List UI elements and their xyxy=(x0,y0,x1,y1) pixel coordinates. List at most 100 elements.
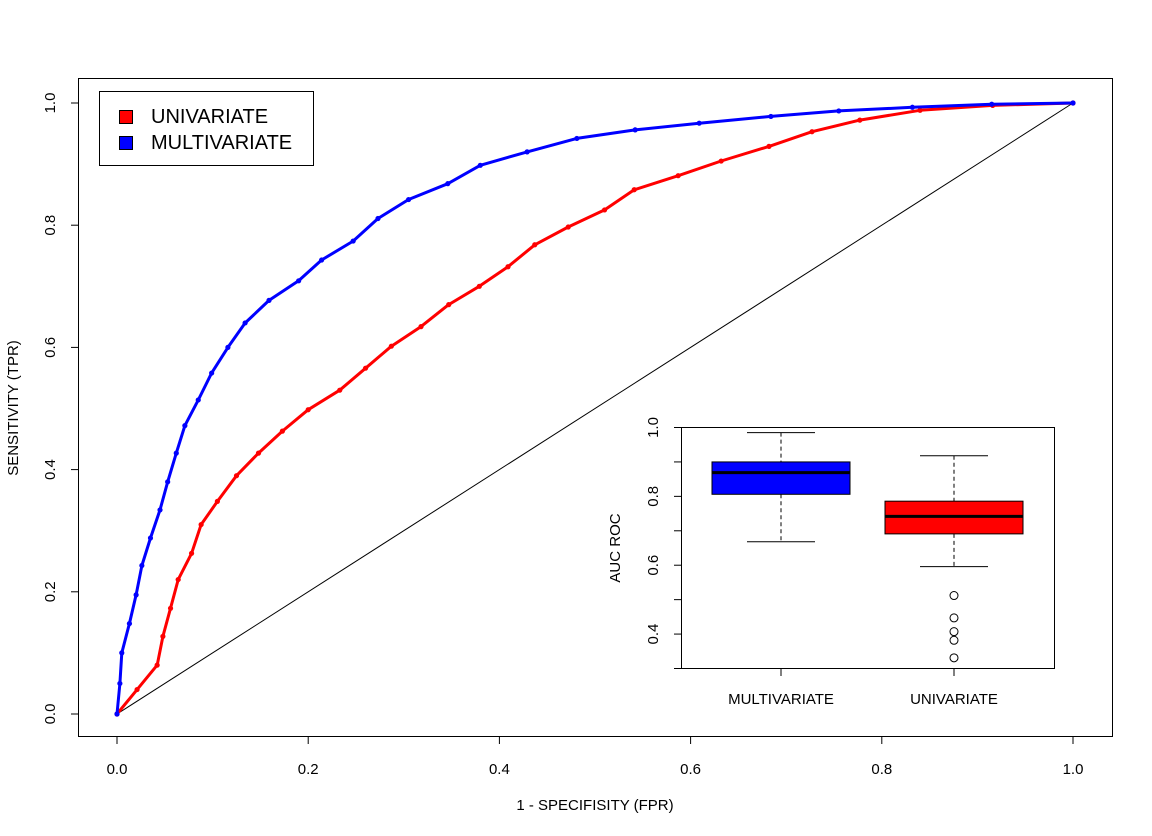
legend-frame xyxy=(99,91,314,166)
x-tick-label: 0.2 xyxy=(298,761,319,778)
main-x-axis: 0.0 0.2 0.4 0.6 0.8 1.0 xyxy=(107,736,1084,778)
inset-plot-frame xyxy=(681,427,1055,669)
roc-point-univariate xyxy=(601,207,608,213)
roc-point-univariate xyxy=(718,158,724,164)
roc-point-multivariate xyxy=(1070,100,1076,106)
outlier-point-univariate xyxy=(949,613,959,623)
legend-swatch-multivariate xyxy=(119,136,133,150)
inset-y-tick-label: 1.0 xyxy=(645,417,662,438)
roc-point-multivariate xyxy=(225,344,231,350)
roc-point-multivariate xyxy=(182,423,188,429)
roc-point-multivariate xyxy=(195,397,201,403)
x-tick-label: 0.0 xyxy=(107,761,128,778)
y-tick-label: 1.0 xyxy=(42,93,59,114)
roc-point-univariate xyxy=(255,450,262,456)
roc-point-univariate xyxy=(418,324,424,330)
outlier-point-univariate xyxy=(949,591,959,601)
y-tick-label: 0.0 xyxy=(42,704,59,725)
x-tick-label: 0.8 xyxy=(871,761,892,778)
roc-point-multivariate xyxy=(157,507,163,513)
roc-point-univariate xyxy=(154,662,160,668)
roc-point-univariate xyxy=(198,521,204,528)
roc-point-multivariate xyxy=(242,320,248,326)
roc-point-univariate xyxy=(175,576,181,583)
roc-point-univariate xyxy=(337,387,343,393)
roc-point-multivariate xyxy=(445,181,451,187)
roc-point-univariate xyxy=(505,264,511,270)
roc-line-univariate xyxy=(115,101,1074,715)
roc-point-multivariate xyxy=(768,113,774,120)
roc-point-univariate xyxy=(188,550,195,556)
box-multivariate xyxy=(711,461,851,495)
roc-point-multivariate xyxy=(375,215,381,222)
outlier-point-univariate xyxy=(949,635,959,645)
roc-point-univariate xyxy=(305,407,311,413)
roc-point-univariate xyxy=(388,343,394,349)
inset-y-axis: 0.4 0.6 0.8 1.0 xyxy=(645,417,682,669)
roc-point-univariate xyxy=(565,224,571,230)
roc-point-multivariate xyxy=(989,101,995,107)
y-tick-label: 0.8 xyxy=(42,215,59,236)
roc-point-univariate xyxy=(160,633,166,640)
roc-point-univariate xyxy=(167,605,174,611)
outlier-point-univariate xyxy=(949,627,959,637)
inset-x-labels: MULTIVARIATE UNIVARIATE xyxy=(728,668,998,708)
y-tick-label: 0.6 xyxy=(42,337,59,358)
roc-point-univariate xyxy=(766,143,772,149)
roc-point-univariate xyxy=(631,187,637,193)
inset-y-tick-label: 0.8 xyxy=(645,486,662,507)
x-tick-label: 1.0 xyxy=(1063,761,1084,778)
y-tick-label: 0.2 xyxy=(42,581,59,602)
roc-point-multivariate xyxy=(350,238,356,244)
inset-y-tick-label: 0.6 xyxy=(645,555,662,576)
roc-point-univariate xyxy=(214,498,220,504)
roc-point-univariate xyxy=(809,129,815,135)
roc-point-multivariate xyxy=(165,479,171,485)
roc-line-multivariate xyxy=(115,101,1074,715)
roc-point-univariate xyxy=(476,283,482,289)
roc-point-multivariate xyxy=(296,278,302,284)
main-y-axis: 0.0 0.2 0.4 0.6 0.8 1.0 xyxy=(42,93,79,725)
inset-y-tick-label: 0.4 xyxy=(645,624,662,645)
legend: UNIVARIATE MULTIVARIATE xyxy=(99,91,314,166)
legend-label-multivariate: MULTIVARIATE xyxy=(151,132,292,154)
main-x-axis-label: 1 - SPECIFISITY (FPR) xyxy=(516,797,673,814)
roc-point-multivariate xyxy=(147,535,154,541)
roc-point-multivariate xyxy=(574,135,580,142)
diagonal-reference-line xyxy=(116,102,1074,715)
roc-point-univariate xyxy=(362,365,369,371)
inset-boxplot: 0.4 0.6 0.8 1.0 MULTIVARIATE UNIVARIATE AUC … xyxy=(607,417,1055,708)
roc-point-univariate xyxy=(857,117,863,123)
roc-point-univariate xyxy=(917,107,923,113)
roc-point-multivariate xyxy=(117,680,123,687)
roc-point-univariate xyxy=(134,686,140,693)
roc-point-univariate xyxy=(675,173,681,179)
roc-point-multivariate xyxy=(632,127,638,133)
inset-category-label-univariate: UNIVARIATE xyxy=(910,691,998,708)
main-y-axis-label: SENSITIVITY (TPR) xyxy=(5,340,22,476)
outlier-point-univariate xyxy=(949,653,959,663)
roc-point-multivariate xyxy=(836,108,842,114)
x-tick-label: 0.4 xyxy=(489,761,510,778)
roc-point-multivariate xyxy=(126,620,133,627)
inset-y-axis-label: AUC ROC xyxy=(607,513,624,582)
roc-point-univariate xyxy=(532,242,538,248)
roc-point-multivariate xyxy=(477,162,483,168)
roc-point-univariate xyxy=(233,473,240,479)
roc-point-multivariate xyxy=(133,592,139,598)
roc-point-multivariate xyxy=(114,711,120,717)
roc-point-multivariate xyxy=(209,370,215,376)
roc-point-multivariate xyxy=(524,149,530,155)
roc-point-multivariate xyxy=(405,196,412,203)
inset-box-group xyxy=(711,432,1024,663)
legend-swatch-univariate xyxy=(119,110,133,124)
x-tick-label: 0.6 xyxy=(680,761,701,778)
roc-point-multivariate xyxy=(318,257,325,263)
y-tick-label: 0.4 xyxy=(42,459,59,480)
roc-point-univariate xyxy=(279,428,285,434)
roc-point-multivariate xyxy=(119,650,125,656)
inset-category-label-multivariate: MULTIVARIATE xyxy=(728,691,834,708)
roc-point-multivariate xyxy=(909,104,915,110)
roc-point-multivariate xyxy=(173,450,179,456)
